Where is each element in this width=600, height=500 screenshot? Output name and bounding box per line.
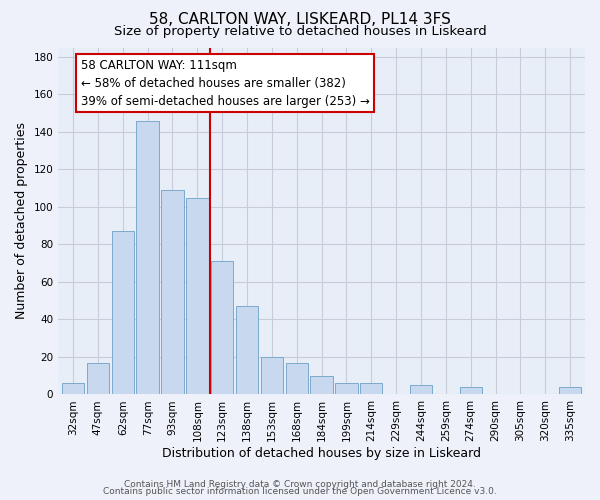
Bar [186,198,209,394]
Text: Contains public sector information licensed under the Open Government Licence v3: Contains public sector information licen… [103,487,497,496]
Bar [161,190,184,394]
X-axis label: Distribution of detached houses by size in Liskeard: Distribution of detached houses by size … [162,447,481,460]
Bar [62,383,84,394]
Text: 58, CARLTON WAY, LISKEARD, PL14 3FS: 58, CARLTON WAY, LISKEARD, PL14 3FS [149,12,451,28]
Bar [286,362,308,394]
Bar [335,383,358,394]
Bar [460,387,482,394]
Bar [410,385,432,394]
Text: Contains HM Land Registry data © Crown copyright and database right 2024.: Contains HM Land Registry data © Crown c… [124,480,476,489]
Bar [360,383,382,394]
Bar [236,306,258,394]
Text: 58 CARLTON WAY: 111sqm
← 58% of detached houses are smaller (382)
39% of semi-de: 58 CARLTON WAY: 111sqm ← 58% of detached… [80,59,370,108]
Bar [112,232,134,394]
Y-axis label: Number of detached properties: Number of detached properties [15,122,28,320]
Bar [136,120,159,394]
Text: Size of property relative to detached houses in Liskeard: Size of property relative to detached ho… [113,25,487,38]
Bar [310,376,333,394]
Bar [87,362,109,394]
Bar [211,262,233,394]
Bar [559,387,581,394]
Bar [260,357,283,395]
